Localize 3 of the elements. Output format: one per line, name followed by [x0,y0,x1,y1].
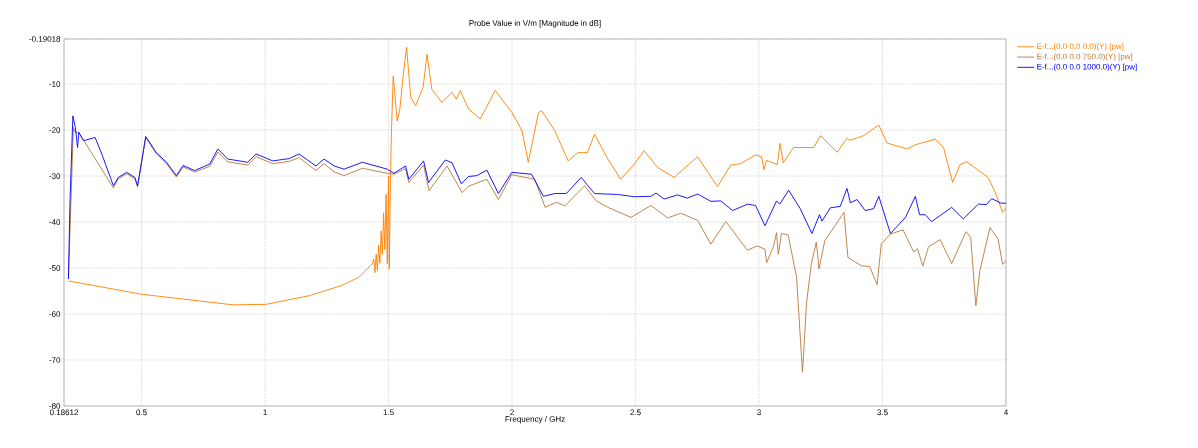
line-series [67,126,1007,373]
line-series [67,115,1007,280]
line-series [67,46,1007,306]
